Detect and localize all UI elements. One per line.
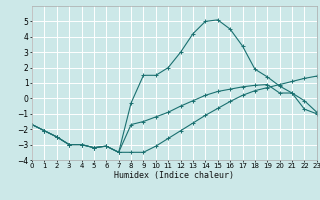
X-axis label: Humidex (Indice chaleur): Humidex (Indice chaleur) <box>115 171 234 180</box>
